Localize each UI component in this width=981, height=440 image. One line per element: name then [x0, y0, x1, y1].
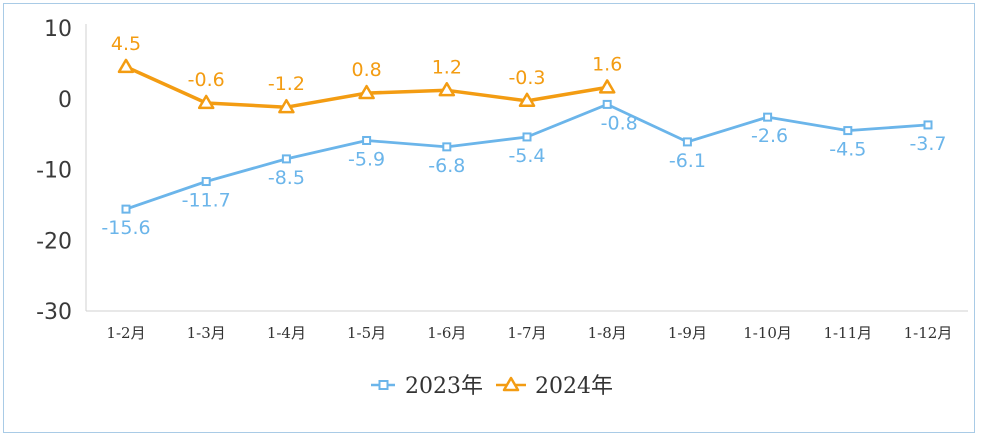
data-label: -0.6 — [188, 69, 225, 91]
data-point-triangle — [438, 82, 456, 97]
data-label: -0.3 — [508, 67, 545, 89]
data-label: -11.7 — [182, 190, 231, 212]
data-point-square — [923, 120, 933, 130]
data-label: -15.6 — [101, 217, 150, 239]
data-point-square — [121, 204, 131, 214]
data-label: 4.5 — [111, 33, 141, 55]
data-point-square — [682, 137, 692, 147]
data-point-triangle — [598, 79, 616, 94]
x-tick-label: 1-8月 — [588, 324, 627, 342]
data-point-square — [201, 177, 211, 187]
legend-label-2023: 2023年 — [405, 374, 483, 399]
x-tick-label: 1-2月 — [106, 324, 145, 342]
data-label: -3.7 — [909, 133, 946, 155]
x-tick-label: 1-6月 — [427, 324, 466, 342]
data-point-square — [281, 154, 291, 164]
legend-label-2024: 2024年 — [535, 374, 613, 399]
data-label: -1.2 — [268, 73, 305, 95]
chart-frame — [3, 3, 975, 433]
data-point-square — [602, 99, 612, 109]
x-tick-label: 1-12月 — [904, 324, 953, 342]
data-label: -4.5 — [829, 139, 866, 161]
data-point-square — [522, 132, 532, 142]
data-label: 0.8 — [351, 59, 381, 81]
data-point-square — [362, 135, 372, 145]
legend-marker-square — [378, 380, 389, 390]
data-label: -2.6 — [751, 125, 788, 147]
y-tick-label: 10 — [44, 17, 72, 42]
data-point-square — [763, 112, 773, 122]
x-tick-label: 1-9月 — [668, 324, 707, 342]
data-label: 1.6 — [592, 53, 622, 75]
data-label: 1.2 — [432, 56, 462, 78]
data-label: -8.5 — [268, 167, 305, 189]
data-label: -5.9 — [348, 148, 385, 170]
data-point-triangle — [518, 92, 536, 108]
data-label: -6.1 — [669, 150, 706, 172]
y-tick-label: -10 — [36, 159, 72, 184]
data-point-triangle — [358, 84, 375, 100]
legend-marker-triangle — [502, 376, 520, 392]
y-tick-label: -20 — [36, 229, 72, 254]
x-tick-label: 1-7月 — [507, 324, 546, 342]
x-tick-label: 1-4月 — [267, 324, 306, 342]
data-point-triangle — [117, 58, 135, 74]
x-tick-label: 1-11月 — [823, 324, 872, 342]
data-label: -6.8 — [428, 155, 465, 177]
y-tick-label: 0 — [58, 88, 72, 113]
data-point-triangle — [197, 94, 215, 110]
data-point-square — [442, 142, 452, 152]
x-tick-label: 1-3月 — [187, 324, 226, 342]
data-point-square — [843, 126, 853, 136]
data-point-triangle — [278, 98, 295, 114]
data-label: -5.4 — [508, 145, 545, 167]
data-label: -0.8 — [601, 112, 638, 134]
x-tick-label: 1-5月 — [347, 324, 386, 342]
y-tick-label: -30 — [36, 300, 72, 325]
x-tick-label: 1-10月 — [743, 324, 792, 342]
